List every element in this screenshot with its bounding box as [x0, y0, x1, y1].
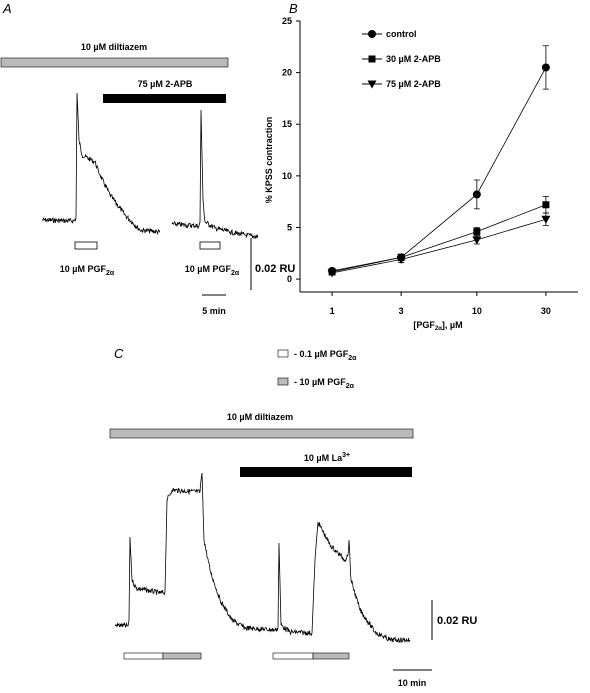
y-tick-label: 25	[282, 16, 292, 26]
scale-label: 0.02 RU	[437, 615, 477, 627]
legend-marker	[368, 55, 376, 63]
trace	[42, 92, 161, 236]
text: - 10 µM PGF	[294, 377, 346, 387]
panel-label: A	[2, 1, 12, 16]
chart: B % KPSS contraction [PGF2α], µM 0 5 10 15 2…	[264, 1, 578, 332]
y-tick-label: 15	[282, 119, 292, 129]
series-line	[332, 204, 547, 273]
x-tick-label: 3	[399, 306, 404, 316]
treatment-bar	[109, 428, 414, 439]
data-point	[472, 236, 482, 245]
legend-label: - 10 µM PGF2α	[294, 377, 355, 390]
stim-label: 10 µM PGF2α	[60, 264, 115, 277]
y-tick-label: 20	[282, 68, 292, 78]
stim-box	[272, 652, 314, 660]
subscript: 2α	[106, 270, 115, 277]
y-tick-label: 5	[287, 222, 292, 232]
treatment-bar	[240, 467, 412, 477]
subscript: 2α	[346, 383, 355, 390]
data-point	[327, 269, 337, 278]
subscript: 2α	[348, 355, 357, 362]
y-tick-label: 0	[287, 274, 292, 284]
stim-box	[312, 652, 350, 660]
bar-label: 75 µM 2-APB	[138, 79, 193, 89]
treatment-bar	[103, 94, 226, 103]
text: 10 µM La	[304, 453, 343, 463]
x-tick-label: 30	[541, 306, 551, 316]
panel-label: C	[114, 346, 124, 361]
data-point	[473, 228, 481, 236]
data-point	[541, 63, 550, 72]
stim-box	[123, 652, 164, 660]
trace	[114, 472, 411, 644]
stim-box	[162, 652, 202, 660]
x-axis-label: [PGF2α], µM	[413, 320, 462, 332]
text: ], µM	[442, 320, 463, 330]
superscript: 3+	[342, 452, 350, 459]
stim-box	[199, 241, 221, 250]
bar-label: 10 µM diltiazem	[81, 42, 147, 52]
panel-label: B	[289, 1, 298, 16]
x-tick-label: 1	[330, 306, 335, 316]
y-axis-label: % KPSS contraction	[264, 117, 274, 204]
bar-label: 10 µM diltiazem	[227, 412, 293, 422]
scale-label: 0.02 RU	[255, 263, 295, 275]
legend-label: control	[386, 29, 417, 39]
legend-label: 30 µM 2-APB	[386, 54, 441, 64]
text: [PGF	[413, 320, 435, 330]
y-tick-label: 10	[282, 171, 292, 181]
data-point	[472, 190, 481, 199]
trace	[171, 109, 259, 240]
legend-box	[277, 377, 289, 386]
scale-label: 10 min	[398, 678, 427, 688]
series-line	[332, 218, 547, 274]
text: 10 µM PGF	[185, 264, 232, 274]
legend-marker	[367, 80, 377, 89]
subscript: 2α	[435, 326, 442, 332]
data-point	[542, 201, 550, 209]
stim-box	[74, 241, 98, 250]
legend-label: 75 µM 2-APB	[386, 79, 441, 89]
data-point	[541, 215, 551, 224]
text: 10 µM PGF	[60, 264, 107, 274]
data-point	[396, 255, 406, 264]
subscript: 2α	[231, 270, 240, 277]
legend-marker	[368, 30, 376, 38]
x-tick-label: 10	[472, 306, 482, 316]
series-line	[332, 67, 547, 272]
scale-label: 5 min	[202, 306, 226, 316]
stim-label: 10 µM PGF2α	[185, 264, 240, 277]
bar-label: 10 µM La3+	[304, 452, 350, 463]
legend-box	[277, 349, 289, 358]
legend-label: - 0.1 µM PGF2α	[294, 349, 357, 362]
treatment-bar	[0, 57, 229, 68]
text: - 0.1 µM PGF	[294, 349, 349, 359]
